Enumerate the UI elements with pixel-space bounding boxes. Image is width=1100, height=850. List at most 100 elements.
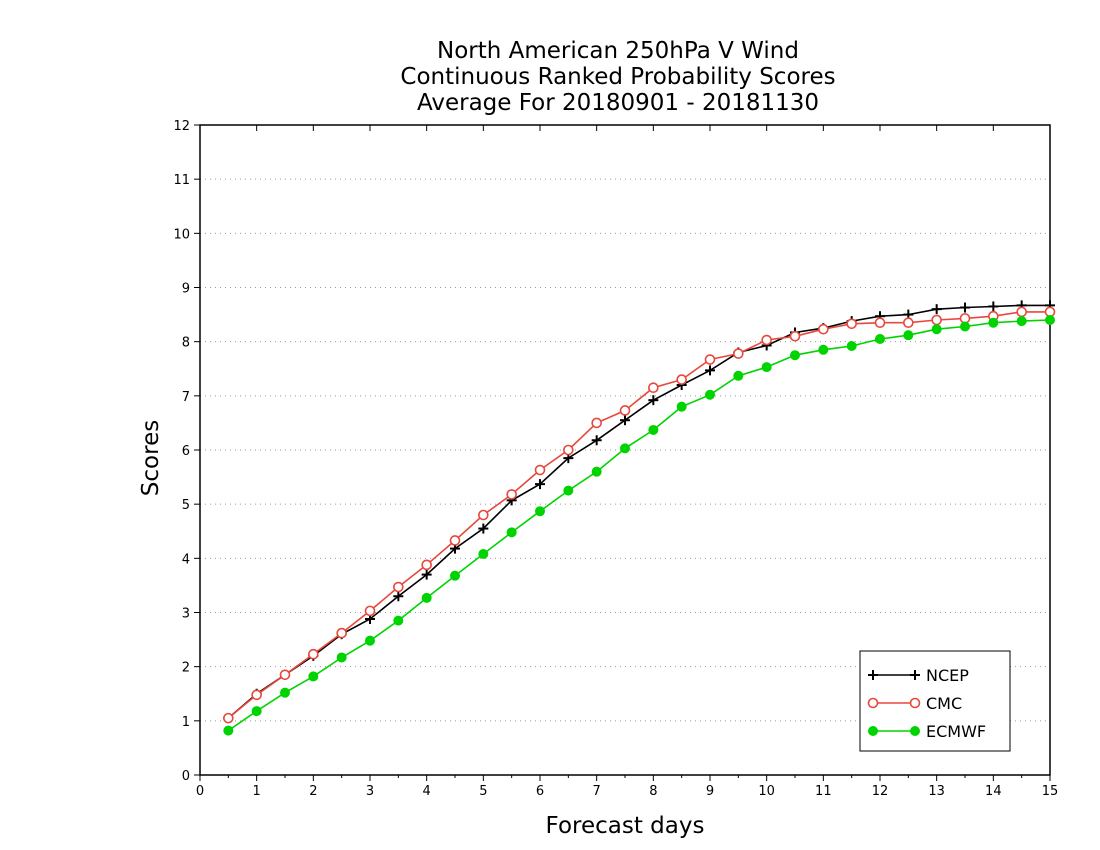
data-point-ecmwf — [591, 466, 602, 477]
x-tick-label: 11 — [815, 784, 832, 799]
data-point-cmc — [1016, 306, 1027, 318]
x-tick-label: 7 — [593, 784, 601, 799]
legend-box — [859, 650, 1011, 752]
data-point-ecmwf — [1045, 315, 1055, 325]
data-point-ncep — [960, 302, 970, 313]
legend-marker — [868, 670, 878, 680]
x-tick-label: 13 — [928, 784, 945, 799]
y-tick-label: 6 — [182, 444, 190, 459]
data-point-cmc — [421, 559, 432, 571]
data-point-ncep — [478, 523, 489, 534]
data-point-cmc — [251, 689, 262, 701]
data-point-cmc — [676, 374, 687, 385]
data-point-ecmwf — [393, 615, 404, 626]
data-point-cmc — [733, 348, 744, 359]
x-tick-label: 0 — [196, 784, 204, 799]
x-tick-label: 3 — [366, 784, 374, 799]
data-point-ecmwf — [903, 330, 914, 341]
data-point-ecmwf — [818, 344, 829, 355]
data-point-ncep — [393, 591, 404, 602]
data-point-ecmwf — [336, 652, 347, 663]
x-tick-label: 8 — [649, 784, 657, 799]
data-point-ecmwf — [648, 424, 659, 435]
legend-label: NCEP — [926, 666, 969, 685]
data-point-ecmwf — [705, 389, 715, 400]
x-tick-label: 5 — [479, 784, 487, 799]
data-point-cmc — [308, 648, 319, 660]
y-tick-label: 3 — [182, 607, 190, 622]
data-point-ecmwf — [280, 687, 290, 698]
data-point-cmc — [279, 669, 291, 681]
legend-marker — [910, 726, 920, 736]
data-point-ncep — [648, 395, 659, 406]
data-point-cmc — [903, 317, 914, 329]
y-tick-label: 7 — [182, 390, 190, 405]
data-point-ecmwf — [960, 321, 970, 332]
data-point-ecmwf — [450, 570, 460, 581]
chart-title-line: Average For 20180901 - 20181130 — [417, 90, 819, 116]
y-tick-label: 8 — [182, 336, 190, 351]
data-point-cmc — [563, 444, 574, 456]
data-point-ncep — [988, 301, 999, 312]
data-point-ncep — [535, 479, 545, 490]
data-point-cmc — [874, 317, 886, 329]
y-tick-label: 0 — [182, 769, 190, 784]
data-point-ecmwf — [478, 549, 489, 559]
series-ncep — [223, 300, 1055, 724]
y-tick-label: 1 — [182, 715, 190, 730]
data-point-ecmwf — [620, 443, 630, 454]
x-tick-label: 15 — [1042, 784, 1059, 799]
data-point-cmc — [931, 314, 942, 326]
data-point-ecmwf — [1016, 316, 1027, 327]
data-point-cmc — [223, 712, 234, 724]
data-point-ecmwf — [506, 527, 517, 538]
legend-marker — [909, 697, 921, 709]
data-point-cmc — [619, 405, 631, 416]
data-point-cmc — [818, 323, 829, 335]
legend-label: CMC — [926, 694, 962, 713]
legend-item-cmc: CMC — [867, 694, 962, 713]
x-tick-label: 9 — [706, 784, 714, 799]
y-tick-label: 2 — [182, 661, 190, 676]
series-cmc — [223, 306, 1056, 724]
x-axis-label: Forecast days — [546, 813, 705, 839]
data-point-ncep — [591, 435, 602, 446]
x-tick-label: 12 — [872, 784, 889, 799]
y-tick-label: 5 — [182, 498, 190, 513]
data-point-ncep — [421, 569, 432, 580]
data-point-cmc — [478, 509, 489, 521]
x-tick-label: 2 — [309, 784, 317, 799]
data-point-cmc — [336, 627, 347, 639]
chart-title-line: Continuous Ranked Probability Scores — [400, 64, 835, 90]
legend-marker — [910, 670, 920, 680]
data-point-ecmwf — [308, 671, 319, 682]
data-point-cmc — [506, 489, 517, 500]
y-tick-label: 10 — [173, 227, 190, 242]
data-point-ncep — [931, 304, 942, 315]
x-tick-label: 1 — [253, 784, 261, 799]
data-point-ncep — [705, 365, 715, 376]
data-point-cmc — [591, 417, 602, 429]
data-point-ecmwf — [790, 350, 800, 361]
y-tick-label: 11 — [173, 173, 190, 188]
data-point-cmc — [648, 382, 659, 394]
data-point-ecmwf — [988, 317, 999, 328]
legend-marker — [867, 697, 879, 709]
legend-marker — [868, 726, 878, 736]
data-point-ecmwf — [733, 370, 744, 381]
data-point-ecmwf — [223, 725, 234, 736]
data-point-ecmwf — [535, 506, 545, 517]
chart-title-line: North American 250hPa V Wind — [437, 38, 799, 64]
y-tick-label: 4 — [182, 552, 190, 567]
data-point-ecmwf — [365, 635, 375, 646]
series — [223, 300, 1056, 736]
data-point-cmc — [364, 605, 376, 617]
data-point-ecmwf — [563, 485, 574, 496]
data-point-cmc — [761, 334, 772, 346]
x-tick-label: 14 — [985, 784, 1002, 799]
data-point-ecmwf — [761, 362, 772, 373]
legend-label: ECMWF — [926, 722, 986, 741]
legend-item-ecmwf: ECMWF — [868, 722, 986, 741]
x-tick-label: 10 — [758, 784, 775, 799]
data-point-cmc — [449, 535, 461, 546]
